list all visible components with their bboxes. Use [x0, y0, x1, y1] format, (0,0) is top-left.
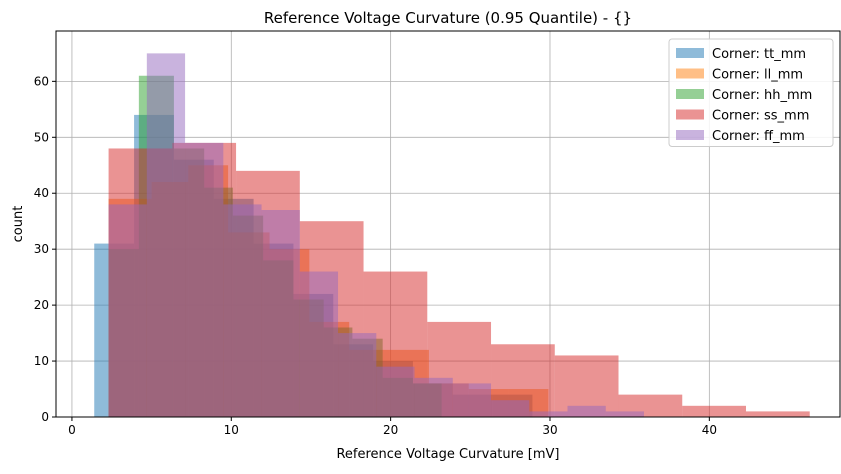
histogram-bar — [414, 377, 453, 417]
x-tick-label: 30 — [542, 423, 557, 437]
bars — [94, 53, 810, 418]
histogram-bar — [108, 204, 147, 417]
legend-swatch — [676, 68, 704, 79]
legend-label: Corner: hh_mm — [712, 88, 812, 103]
histogram-bar — [491, 400, 530, 417]
x-axis-ticks: 0 10 20 30 40 — [68, 417, 717, 437]
histogram-bar — [567, 405, 606, 417]
y-tick-label: 30 — [34, 242, 49, 256]
series-4-bars — [108, 53, 644, 418]
y-tick-label: 20 — [34, 298, 49, 312]
legend-label: Corner: tt_mm — [712, 47, 806, 62]
x-axis-label: Reference Voltage Curvature [mV] — [336, 447, 559, 462]
y-tick-label: 60 — [34, 74, 49, 88]
histogram-bar — [223, 204, 262, 417]
legend-label: Corner: ff_mm — [712, 129, 805, 144]
legend-label: Corner: ss_mm — [712, 109, 809, 124]
legend-swatch — [676, 89, 704, 99]
x-tick-label: 20 — [383, 423, 398, 437]
histogram-bar — [185, 142, 224, 417]
histogram-bar — [745, 411, 810, 417]
legend-box — [668, 38, 834, 147]
chart-title: Reference Voltage Curvature (0.95 Quanti… — [264, 9, 632, 27]
x-tick-label: 10 — [224, 423, 239, 437]
histogram-bar — [452, 383, 492, 417]
histogram-bar — [376, 366, 415, 417]
legend-swatch — [676, 130, 704, 140]
histogram-bar — [338, 333, 377, 417]
plot-frame — [55, 30, 841, 418]
y-axis-label: count — [11, 206, 26, 243]
histogram-bar — [682, 405, 746, 417]
y-axis-ticks: 0 10 20 30 40 50 60 — [34, 74, 56, 424]
y-tick-label: 10 — [34, 354, 49, 368]
y-tick-label: 50 — [34, 130, 49, 144]
histogram-bar — [299, 271, 339, 417]
x-tick-label: 0 — [68, 423, 76, 437]
histogram-bar — [146, 53, 186, 418]
y-tick-label: 40 — [34, 186, 49, 200]
histogram-bar — [605, 411, 644, 417]
histogram-bar — [529, 411, 568, 417]
legend-swatch — [676, 109, 704, 120]
legend-label: Corner: ll_mm — [712, 68, 803, 83]
legend-swatch — [676, 48, 704, 58]
y-tick-label: 0 — [41, 410, 49, 424]
legend: Corner: tt_mm Corner: ll_mm Corner: hh_mm C… — [668, 38, 834, 147]
x-tick-label: 40 — [702, 423, 717, 437]
histogram-bar — [261, 210, 300, 417]
